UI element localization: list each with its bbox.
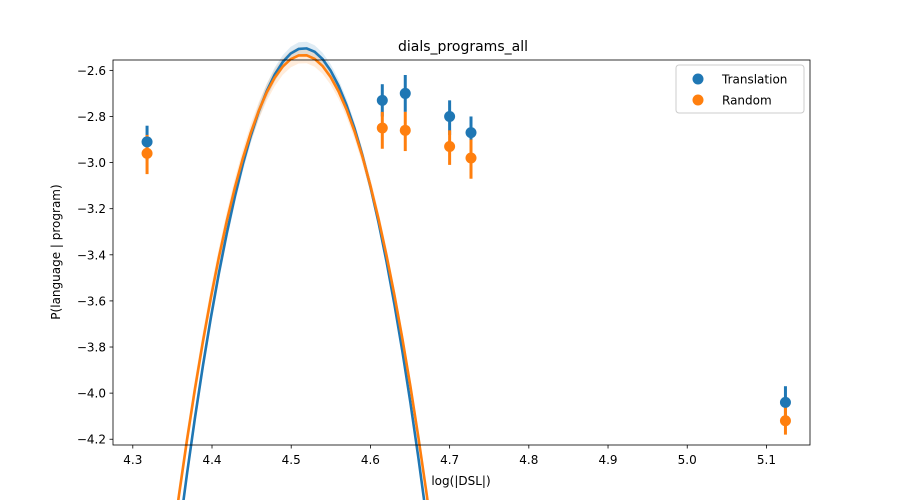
y-tick-label: −2.8 xyxy=(77,110,106,124)
data-point-random xyxy=(779,415,791,427)
x-tick-label: 5.1 xyxy=(757,453,776,467)
x-axis-label: log(|DSL|) xyxy=(431,474,490,488)
x-tick-label: 4.9 xyxy=(598,453,617,467)
x-tick-label: 4.3 xyxy=(123,453,142,467)
legend-marker-translation xyxy=(692,73,704,85)
data-point-translation xyxy=(376,94,388,106)
x-tick-label: 4.6 xyxy=(361,453,380,467)
data-point-translation xyxy=(141,136,153,148)
data-point-random xyxy=(444,140,456,152)
y-tick-label: −4.0 xyxy=(77,387,106,401)
data-point-random xyxy=(399,124,411,136)
chart-title: dials_programs_all xyxy=(398,39,528,55)
legend-marker-random xyxy=(692,94,704,106)
legend-box xyxy=(675,64,805,114)
data-point-translation xyxy=(779,396,791,408)
plot-frame xyxy=(112,59,811,446)
y-axis: −2.6 −2.8 −3.0 −3.2 −3.4 −3.6 −3.8 −4.0 −4.2 xyxy=(77,64,113,447)
y-tick-label: −3.2 xyxy=(77,202,106,216)
data-point-random xyxy=(465,152,477,164)
x-tick-label: 4.5 xyxy=(282,453,301,467)
data-point-random xyxy=(376,122,388,134)
y-tick-label: −3.4 xyxy=(77,248,106,262)
legend: Translation Random xyxy=(675,64,805,114)
data-point-translation xyxy=(444,110,456,122)
x-tick-label: 5.0 xyxy=(678,453,697,467)
x-tick-label: 4.8 xyxy=(519,453,538,467)
y-tick-label: −4.2 xyxy=(77,433,106,447)
fit-line-random xyxy=(176,54,429,500)
y-tick-label: −3.8 xyxy=(77,341,106,355)
x-axis: 4.3 4.4 4.5 4.6 4.7 4.8 4.9 5.0 5.1 xyxy=(123,445,776,467)
plot-area xyxy=(113,60,810,445)
data-point-translation xyxy=(399,87,411,99)
data-point-random xyxy=(141,147,153,159)
y-tick-label: −3.6 xyxy=(77,294,106,308)
data-point-translation xyxy=(465,127,477,139)
y-axis-label: P(language | program) xyxy=(49,184,63,319)
y-tick-label: −2.6 xyxy=(77,64,106,78)
x-tick-label: 4.4 xyxy=(202,453,221,467)
x-tick-label: 4.7 xyxy=(440,453,459,467)
y-tick-label: −3.0 xyxy=(77,156,106,170)
legend-label-translation: Translation xyxy=(721,73,787,87)
legend-label-random: Random xyxy=(722,94,772,108)
